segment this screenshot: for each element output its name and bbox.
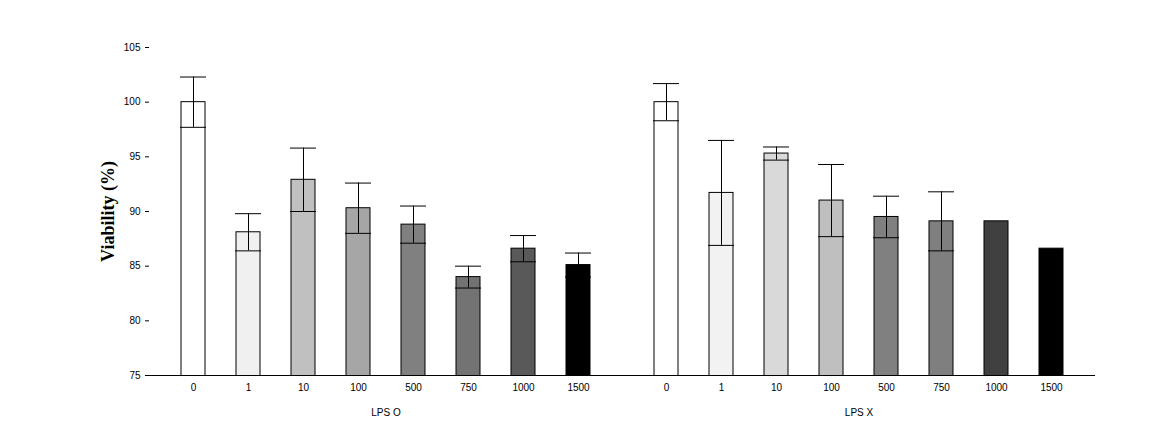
svg-text:750: 750 (933, 382, 950, 393)
svg-text:1500: 1500 (567, 382, 590, 393)
svg-text:1: 1 (719, 382, 725, 393)
svg-text:100: 100 (350, 382, 367, 393)
svg-text:Viability (%): Viability (%) (98, 161, 119, 262)
svg-text:95: 95 (129, 151, 141, 162)
svg-text:750: 750 (460, 382, 477, 393)
svg-text:1000: 1000 (985, 382, 1008, 393)
svg-text:90: 90 (129, 206, 141, 217)
svg-text:85: 85 (129, 260, 141, 271)
svg-text:1500: 1500 (1040, 382, 1063, 393)
svg-text:1: 1 (246, 382, 252, 393)
svg-text:0: 0 (191, 382, 197, 393)
svg-text:500: 500 (878, 382, 895, 393)
svg-text:500: 500 (405, 382, 422, 393)
svg-text:0: 0 (664, 382, 670, 393)
svg-text:100: 100 (823, 382, 840, 393)
svg-text:80: 80 (129, 315, 141, 326)
svg-text:10: 10 (298, 382, 310, 393)
svg-text:LPS X: LPS X (845, 407, 874, 418)
svg-text:100: 100 (124, 96, 141, 107)
svg-text:10: 10 (771, 382, 783, 393)
svg-text:LPS O: LPS O (371, 407, 401, 418)
svg-text:1000: 1000 (512, 382, 535, 393)
svg-text:75: 75 (129, 370, 141, 381)
svg-text:105: 105 (124, 42, 141, 53)
